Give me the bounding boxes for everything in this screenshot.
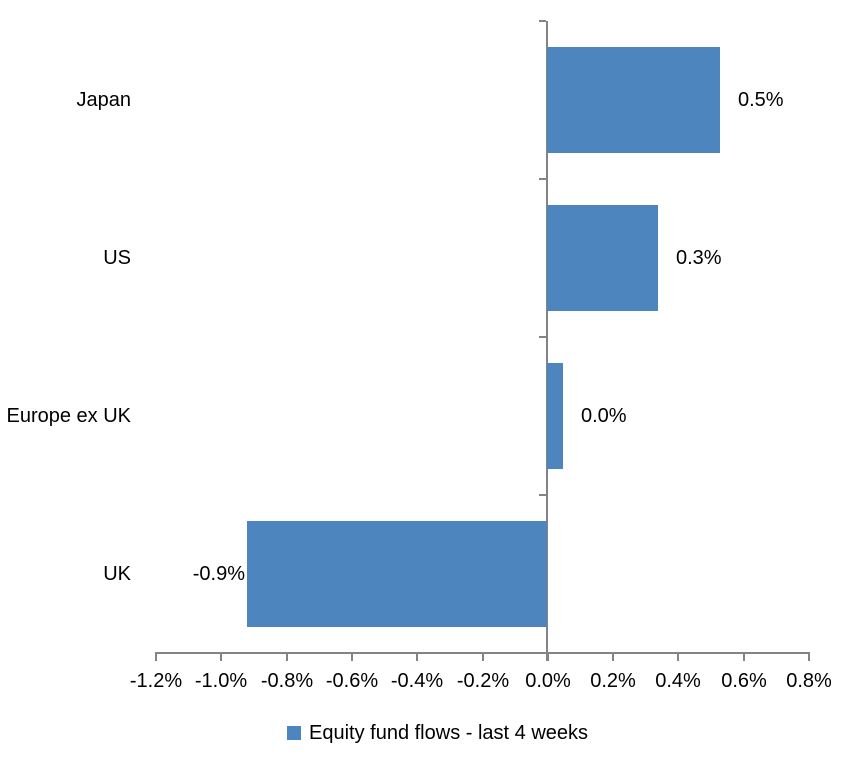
legend-label: Equity fund flows - last 4 weeks — [309, 722, 589, 744]
category-label: Europe ex UK — [6, 405, 131, 427]
x-axis-tick — [547, 653, 549, 661]
x-axis-tick-label: 0.6% — [721, 670, 767, 692]
x-axis-tick — [286, 653, 288, 661]
value-label: -0.9% — [192, 563, 245, 585]
x-axis-tick-label: -0.4% — [390, 670, 444, 692]
x-axis-tick — [416, 653, 418, 661]
x-axis-tick — [351, 653, 353, 661]
x-axis-tick — [612, 653, 614, 661]
value-axis-line — [546, 21, 548, 661]
category-label: Japan — [76, 89, 132, 111]
x-axis-tick-label: 0.4% — [655, 670, 701, 692]
x-axis-tick — [155, 653, 157, 661]
value-axis-tick — [539, 336, 546, 338]
legend: Equity fund flows - last 4 weeks — [287, 719, 588, 747]
value-axis-tick — [539, 494, 546, 496]
x-axis-tick — [743, 653, 745, 661]
x-axis-tick-label: 0.8% — [786, 670, 832, 692]
bar — [547, 363, 563, 469]
x-axis-tick — [808, 653, 810, 661]
x-axis-tick-label: -0.8% — [260, 670, 314, 692]
x-axis-tick — [482, 653, 484, 661]
value-axis-tick — [539, 178, 546, 180]
value-label: 0.3% — [676, 247, 722, 269]
x-axis-tick-label: -0.6% — [325, 670, 379, 692]
bar — [547, 47, 720, 153]
x-axis-tick-label: -1.2% — [129, 670, 183, 692]
x-axis-tick — [677, 653, 679, 661]
x-axis-tick — [220, 653, 222, 661]
category-label: UK — [103, 563, 131, 585]
value-axis-tick — [539, 652, 546, 654]
x-axis-tick-label: 0.2% — [590, 670, 636, 692]
value-label: 0.0% — [581, 405, 627, 427]
x-axis-tick-label: -1.0% — [194, 670, 248, 692]
x-axis-tick-label: 0.0% — [525, 670, 571, 692]
x-axis-tick-label: -0.2% — [456, 670, 510, 692]
legend-marker-icon — [287, 726, 301, 740]
value-axis-tick — [539, 20, 546, 22]
bar — [247, 521, 547, 627]
value-label: 0.5% — [738, 89, 784, 111]
bar — [547, 205, 658, 311]
category-label: US — [103, 247, 131, 269]
